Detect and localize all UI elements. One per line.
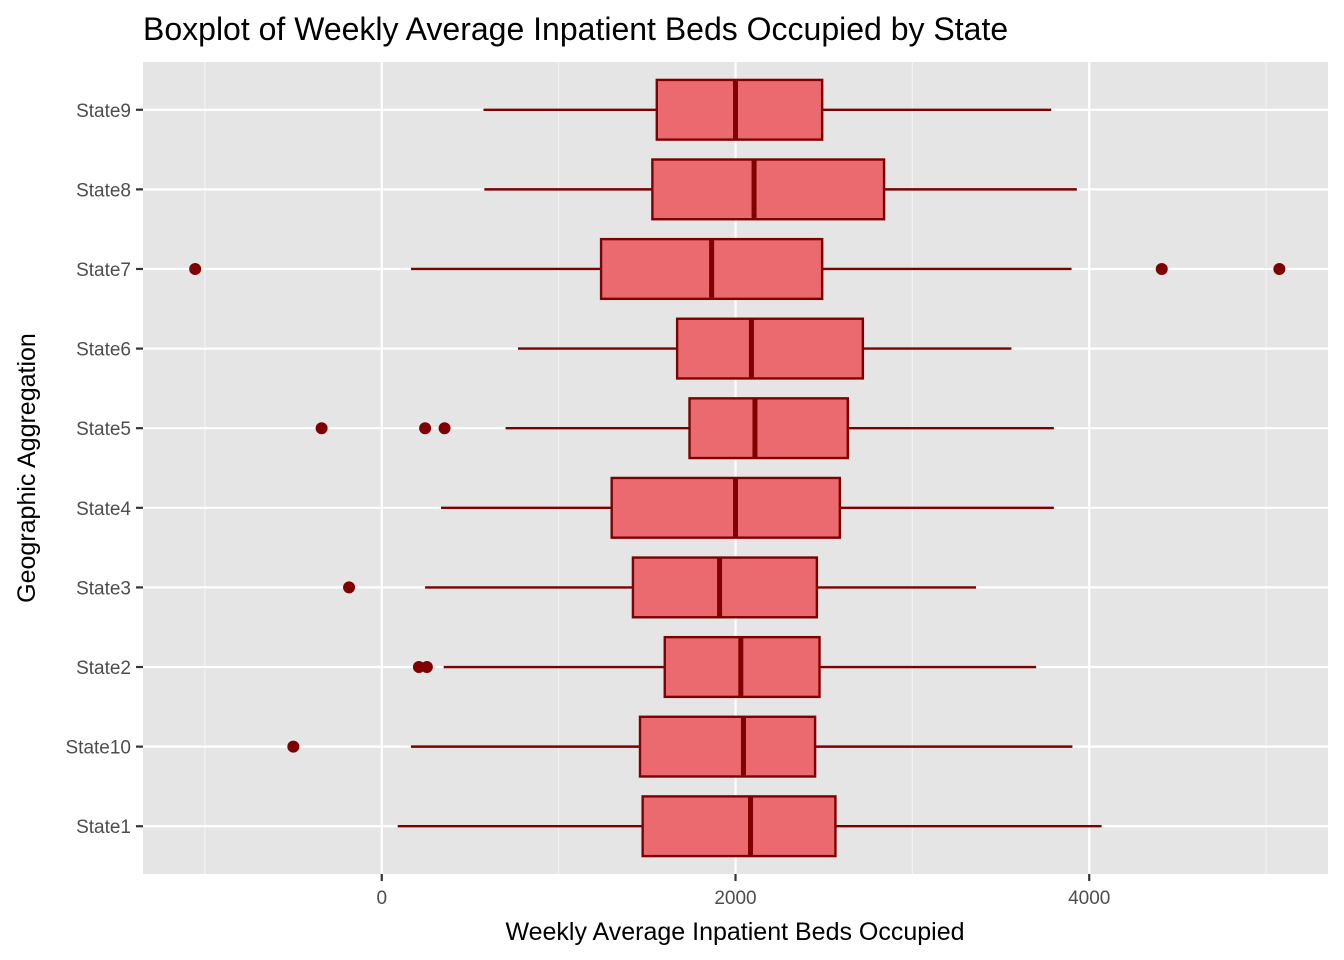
box-state4 — [441, 476, 1054, 539]
chart-title: Boxplot of Weekly Average Inpatient Beds… — [143, 11, 1008, 47]
box-state7 — [189, 237, 1286, 301]
x-axis-title: Weekly Average Inpatient Beds Occupied — [505, 918, 964, 946]
y-tick-label: State8 — [76, 180, 131, 201]
box-state2 — [412, 635, 1037, 699]
box-state10 — [287, 715, 1073, 778]
y-tick-label: State6 — [76, 340, 131, 361]
iqr-box — [655, 78, 824, 141]
boxplot-series — [189, 78, 1286, 858]
iqr-box — [638, 715, 817, 778]
outlier-point — [1155, 262, 1168, 275]
outlier-point — [343, 581, 356, 594]
y-tick-label: State5 — [76, 419, 131, 440]
iqr-box — [610, 476, 842, 539]
y-tick-label: State7 — [76, 260, 131, 281]
y-tick-label: State9 — [76, 101, 131, 122]
outlier-point — [419, 422, 432, 435]
y-tick-label: State3 — [76, 578, 131, 599]
y-tick-label: State1 — [76, 817, 131, 838]
minor-gridlines — [204, 62, 1267, 874]
x-tick-label: 2000 — [714, 888, 756, 909]
x-tick-label: 0 — [376, 888, 387, 909]
iqr-box — [641, 795, 837, 858]
iqr-box — [651, 158, 886, 221]
outlier-point — [438, 422, 451, 435]
box-state5 — [315, 397, 1054, 460]
outlier-point — [420, 661, 433, 674]
box-state1 — [397, 795, 1102, 858]
outlier-point — [287, 740, 300, 753]
y-axis: State1 State10 State2 State3 State4 State5 Sta… — [66, 101, 143, 838]
outlier-point — [315, 422, 328, 435]
box-state9 — [483, 78, 1052, 141]
box-state8 — [484, 158, 1077, 221]
outlier-point — [189, 262, 202, 275]
iqr-box — [688, 397, 850, 460]
y-axis-title: Geographic Aggregation — [13, 333, 41, 603]
box-state6 — [517, 317, 1012, 380]
y-tick-label: State2 — [76, 658, 131, 679]
iqr-box — [631, 556, 819, 619]
outlier-point — [1273, 262, 1286, 275]
box-state3 — [343, 556, 977, 619]
x-tick-label: 4000 — [1068, 888, 1110, 909]
iqr-box — [675, 317, 865, 380]
x-axis: 0 2000 4000 — [376, 874, 1110, 909]
y-tick-label: State4 — [76, 499, 131, 520]
y-tick-label: State10 — [66, 738, 132, 759]
